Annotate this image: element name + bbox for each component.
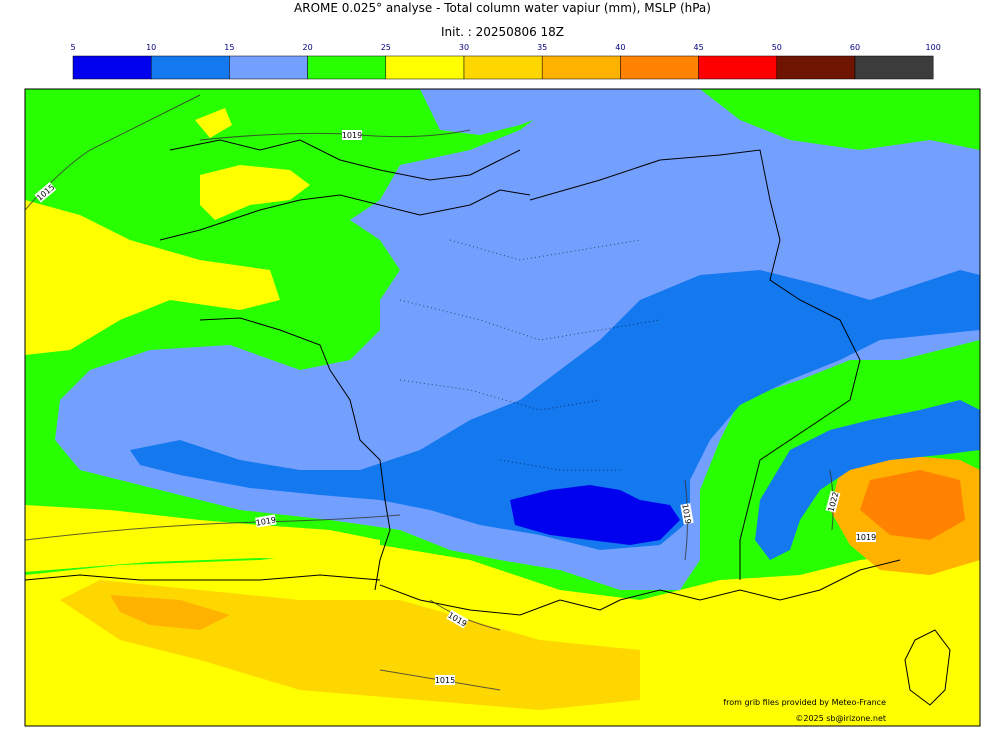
isobar-label: 1019: [856, 532, 876, 542]
colorbar-tick-label: 10: [146, 43, 156, 52]
border-east: [529, 149, 861, 580]
field-orange-core: [860, 470, 965, 540]
colorbar-tick-label: 50: [772, 43, 782, 52]
border-pyrenees: [379, 584, 561, 616]
colorbar-tick-label: 5: [70, 43, 75, 52]
isobar-label: 1019: [255, 514, 277, 528]
isobar-label: 1019: [342, 130, 362, 140]
isobar-label: 1019: [680, 503, 694, 525]
field-yellow-west: [25, 200, 280, 355]
field-lightblue-france: [55, 89, 980, 590]
field-yellow-cornwall: [200, 165, 310, 220]
credit-source: from grib files provided by Meteo-France: [723, 698, 886, 707]
coastline-med: [559, 559, 901, 611]
coastline-france: [199, 317, 391, 591]
coastline-spain: [25, 574, 381, 581]
field-orange-spain-core: [110, 595, 230, 630]
field-darkblue-core: [510, 485, 680, 545]
map-title: AROME 0.025° analyse - Total column wate…: [294, 1, 711, 15]
coastline-uk: [159, 139, 531, 241]
field-lightblue-north-sea: [420, 89, 600, 135]
isobar-1019-south: [25, 514, 401, 541]
colorbar-tick-label: 40: [615, 43, 625, 52]
map-init-time: Init. : 20250806 18Z: [440, 25, 565, 39]
colorbar-tick-label: 25: [381, 43, 391, 52]
colorbar-tick-label: 60: [850, 43, 860, 52]
svg-text:1019: 1019: [680, 503, 692, 525]
colorbar-tick-label: 15: [224, 43, 234, 52]
map-frame: [24, 88, 981, 727]
field-blue-biscay: [130, 270, 980, 550]
dept-lines-4: [499, 459, 620, 471]
field-yellow-north-patch: [195, 108, 232, 138]
coastline-corsica: [904, 629, 951, 706]
dept-lines-3: [449, 239, 641, 261]
colorbar-tick-label: 45: [694, 43, 704, 52]
colorbar-tick-label: 20: [303, 43, 313, 52]
isobar-label: 1015: [435, 675, 455, 685]
colorbar-tick-label: 30: [459, 43, 469, 52]
svg-text:1015: 1015: [435, 676, 455, 685]
colorbar-tick-label: 100: [926, 43, 941, 52]
field-alps-blue: [755, 400, 980, 560]
colorbar-tick-label: 35: [537, 43, 547, 52]
colorbar-cell: [854, 55, 934, 80]
colorbar: 5 10 15 20 25 30 35 40 45 50 60 100: [70, 43, 941, 80]
svg-text:1019: 1019: [856, 533, 876, 542]
credit-copyright: ©2025 sb@irizone.net: [795, 714, 886, 723]
field-yellow-atlantic: [25, 505, 380, 572]
svg-text:1019: 1019: [255, 515, 277, 527]
field-alps-green: [760, 372, 980, 450]
svg-text:1019: 1019: [342, 131, 362, 140]
